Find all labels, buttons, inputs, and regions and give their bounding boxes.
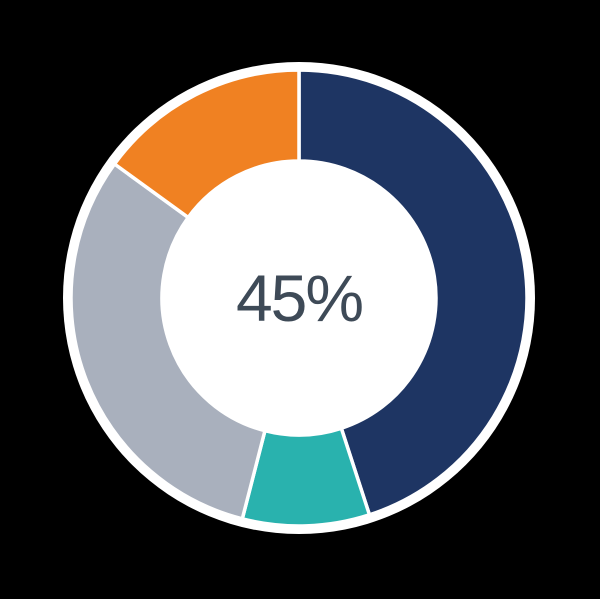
center-label: 45% — [236, 261, 362, 335]
donut-segment-orange — [112, 68, 301, 220]
donut-segment-gray — [69, 162, 267, 521]
donut-segment-navy — [297, 68, 529, 517]
donut-segments — [69, 68, 529, 528]
